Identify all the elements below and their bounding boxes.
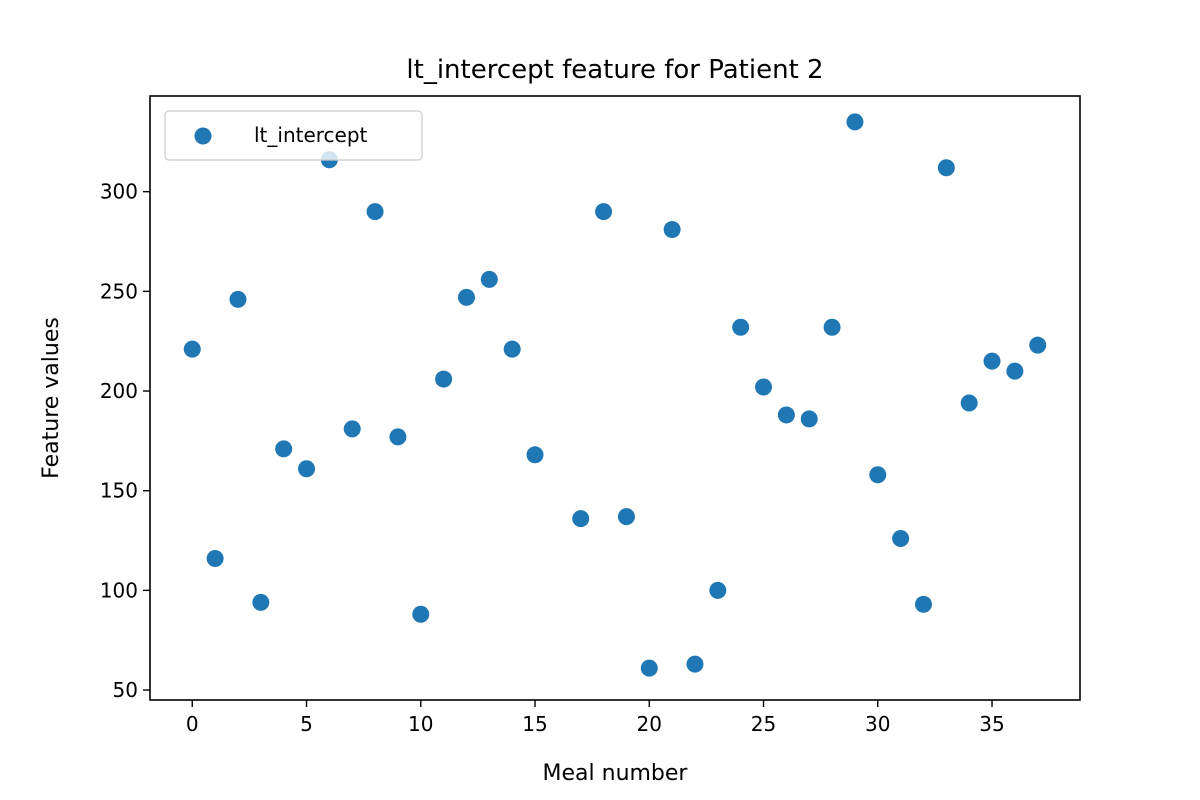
x-tick-label: 10: [408, 712, 433, 736]
data-point: [526, 446, 544, 464]
x-tick-label: 15: [522, 712, 547, 736]
y-tick-label: 300: [100, 180, 138, 204]
data-point: [343, 420, 361, 438]
data-point: [275, 440, 293, 458]
x-axis: 0 5 10 15 20 25 30 35: [186, 700, 1005, 736]
data-point: [1006, 362, 1024, 380]
data-point: [960, 394, 978, 412]
data-point: [755, 378, 773, 396]
data-point: [983, 352, 1001, 370]
data-point: [846, 113, 864, 131]
plot-area-frame: [149, 95, 1081, 701]
y-tick-label: 150: [100, 479, 138, 503]
data-point: [663, 221, 681, 239]
x-axis-label: Meal number: [543, 761, 689, 786]
data-point: [709, 581, 727, 599]
data-point: [869, 466, 887, 484]
y-axis: 50 100 150 200 250 300: [100, 180, 150, 702]
chart-title: lt_intercept feature for Patient 2: [406, 55, 823, 85]
data-point: [389, 428, 407, 446]
y-tick-label: 50: [113, 678, 138, 702]
data-point: [892, 530, 910, 548]
data-point: [252, 593, 270, 611]
data-point: [457, 288, 475, 306]
legend-label: lt_intercept: [254, 123, 368, 147]
data-point: [732, 318, 750, 336]
legend: lt_intercept: [164, 110, 423, 161]
data-point: [183, 340, 201, 358]
data-point: [777, 406, 795, 424]
data-point: [480, 270, 498, 288]
data-point: [206, 549, 224, 567]
data-point: [412, 605, 430, 623]
y-axis-label: Feature values: [39, 317, 64, 479]
x-tick-label: 35: [979, 712, 1004, 736]
data-point: [572, 510, 590, 528]
data-point: [503, 340, 521, 358]
x-tick-label: 25: [751, 712, 776, 736]
y-tick-label: 100: [100, 578, 138, 602]
y-tick-label: 200: [100, 379, 138, 403]
data-point: [823, 318, 841, 336]
data-point: [914, 595, 932, 613]
x-tick-label: 0: [186, 712, 199, 736]
data-point: [640, 659, 658, 677]
x-tick-label: 30: [865, 712, 890, 736]
data-point: [800, 410, 818, 428]
plot-points: [183, 113, 1047, 677]
x-tick-label: 20: [637, 712, 662, 736]
data-point: [229, 290, 247, 308]
data-point: [617, 508, 635, 526]
data-point: [435, 370, 453, 388]
data-point: [1029, 336, 1047, 354]
data-point: [686, 655, 704, 673]
legend-marker: [194, 127, 212, 145]
data-point: [595, 203, 613, 221]
y-tick-label: 250: [100, 279, 138, 303]
data-point: [366, 203, 384, 221]
legend-box: [164, 110, 423, 161]
x-tick-label: 5: [300, 712, 313, 736]
data-point: [298, 460, 316, 478]
data-point: [937, 159, 955, 177]
